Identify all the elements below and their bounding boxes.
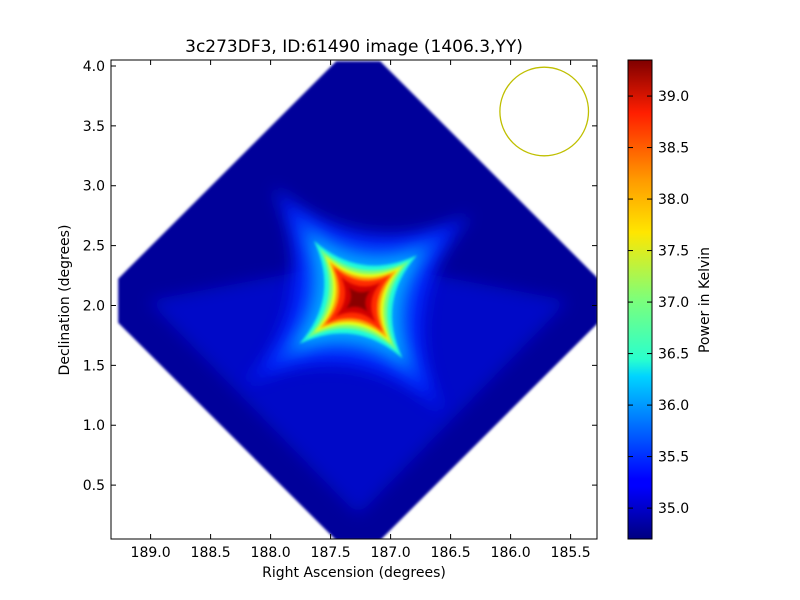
- plot-frame: [110, 59, 598, 540]
- x-tick-label: 187.0: [371, 545, 411, 561]
- colorbar-title: Power in Kelvin: [697, 247, 713, 353]
- x-tick-label: 189.0: [131, 545, 171, 561]
- y-tick-label: 1.5: [83, 358, 105, 374]
- y-tick-label: 1.0: [83, 418, 105, 434]
- chart-title: 3c273DF3, ID:61490 image (1406.3,YY): [185, 37, 523, 57]
- x-axis-title: Right Ascension (degrees): [262, 565, 446, 581]
- y-axis-title: Declination (degrees): [57, 225, 73, 376]
- colorbar: [627, 59, 653, 540]
- x-tick-label: 186.5: [431, 545, 471, 561]
- x-tick-label: 187.5: [311, 545, 351, 561]
- x-tick-label: 188.5: [191, 545, 231, 561]
- y-axis: 0.5 1.0 1.5 2.0 2.5 3.0 3.5 4.0: [83, 59, 597, 494]
- x-tick-label: 186.0: [491, 545, 531, 561]
- colorbar-tick-label: 35.5: [658, 450, 689, 466]
- heatmap-image: [118, 61, 597, 539]
- colorbar-tick-label: 38.5: [658, 141, 689, 157]
- colorbar-tick-label: 36.5: [658, 347, 689, 363]
- colorbar-tick-label: 36.0: [658, 398, 689, 414]
- x-tick-label: 188.0: [251, 545, 291, 561]
- y-tick-label: 3.0: [83, 179, 105, 195]
- y-tick-label: 2.5: [83, 239, 105, 255]
- map-lower-glow: [148, 260, 569, 516]
- colorbar-tick-label: 37.5: [658, 244, 689, 260]
- y-tick-label: 4.0: [83, 59, 105, 75]
- x-axis: 189.0 188.5 188.0 187.5 187.0 186.5 186.0 185.5: [131, 60, 591, 561]
- source-contour: [345, 287, 371, 312]
- colorbar-tick-label: 39.0: [658, 89, 689, 105]
- beam-circle: [499, 66, 590, 157]
- colorbar-tick-label: 38.0: [658, 192, 689, 208]
- y-tick-label: 2.0: [83, 298, 105, 314]
- y-tick-label: 0.5: [83, 478, 105, 494]
- colorbar-axis: 35.0 35.5 36.0 36.5 37.0 37.5 38.0 38.5 39.0: [628, 89, 689, 517]
- x-tick-label: 185.5: [551, 545, 591, 561]
- colorbar-tick-label: 35.0: [658, 501, 689, 517]
- y-tick-label: 3.5: [83, 119, 105, 135]
- colorbar-tick-label: 37.0: [658, 295, 689, 311]
